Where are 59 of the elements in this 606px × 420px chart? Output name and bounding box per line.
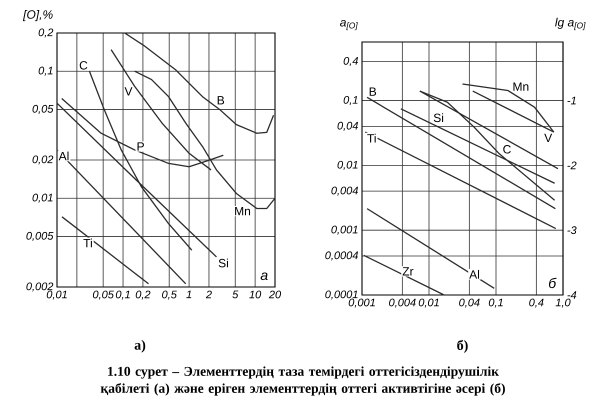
y-axis-title: [O],% bbox=[22, 10, 53, 22]
annotation: а bbox=[260, 272, 268, 280]
series-label: Ti bbox=[367, 134, 376, 142]
x-tick-label: 2 bbox=[206, 290, 212, 298]
x-tick-label: 0,5 bbox=[162, 290, 177, 300]
x-tick-label: 0,1 bbox=[116, 290, 130, 300]
y-tick-label: 0,04 bbox=[338, 122, 358, 131]
y-axis-title: a$_{[O]}$ bbox=[340, 20, 358, 30]
x-tick-label: 0,4 bbox=[529, 298, 544, 308]
series-label: B bbox=[370, 87, 376, 96]
y-tick-label: 0,02 bbox=[32, 155, 54, 165]
y-tick-label: 0,4 bbox=[344, 56, 358, 66]
series-label: P bbox=[138, 142, 144, 151]
x-tick-label: 1,0 bbox=[556, 298, 571, 308]
series-label: B bbox=[218, 96, 224, 104]
x-tick-label: 5 bbox=[232, 290, 238, 298]
y-tick-label: 0,0004 bbox=[325, 251, 358, 261]
y-tick-label: 0,0001 bbox=[325, 290, 358, 300]
series-label: Si bbox=[218, 258, 228, 268]
y2-tick-label: -2 bbox=[567, 162, 576, 170]
y-tick-label: 0,001 bbox=[331, 226, 358, 235]
series-label: V bbox=[124, 87, 132, 96]
y2-tick-label: -1 bbox=[567, 96, 576, 104]
series-label: Mn bbox=[513, 82, 528, 91]
y2-axis-title: lg a$_{[O]}$ bbox=[555, 18, 586, 30]
x-tick-label: 0,04 bbox=[459, 298, 480, 308]
x-tick-label: 1 bbox=[186, 290, 192, 298]
y-tick-label: 0,01 bbox=[32, 194, 52, 203]
series-label: Mn bbox=[235, 206, 250, 216]
text: а) bbox=[134, 340, 146, 353]
series-label: Al bbox=[469, 270, 480, 279]
y-tick-label: 0,1 bbox=[38, 66, 52, 76]
y-tick-label: 0,05 bbox=[32, 104, 54, 114]
x-tick-label: 0,05 bbox=[92, 290, 114, 300]
y-tick-label: 0,2 bbox=[38, 28, 54, 38]
x-tick-label: 0,2 bbox=[136, 290, 150, 300]
y-tick-label: 0,1 bbox=[344, 96, 358, 106]
series-label: V bbox=[544, 134, 552, 142]
x-tick-label: 20 bbox=[268, 290, 282, 298]
series-label: Zr bbox=[402, 267, 414, 276]
y-tick-label: 0,01 bbox=[338, 160, 358, 170]
x-tick-label: 0,01 bbox=[418, 298, 439, 308]
series-label: Al bbox=[58, 152, 69, 160]
x-tick-label: 0,004 bbox=[389, 298, 416, 308]
y2-tick-label: -3 bbox=[567, 226, 577, 234]
x-tick-label: 0,01 bbox=[46, 290, 67, 300]
x-tick-label: 0,1 bbox=[488, 298, 503, 308]
y-tick-label: 0,002 bbox=[26, 282, 54, 292]
y-tick-label: 0,005 bbox=[26, 232, 54, 241]
y2-tick-label: -4 bbox=[567, 291, 576, 299]
annotation: б bbox=[548, 278, 557, 288]
series-label: C bbox=[80, 61, 88, 70]
series-label: C bbox=[503, 145, 511, 154]
x-tick-label: 10 bbox=[249, 290, 262, 298]
series-label: Si bbox=[434, 113, 444, 122]
text: 1.10 сурет – Элементтердің таза темірдегі оттегісіздендірушілік қабілеті (а) және еріген элементтердің оттегі активтігіне әсері (б) bbox=[100, 366, 505, 396]
text: б) bbox=[457, 340, 468, 353]
series-label: Ti bbox=[83, 238, 92, 248]
y-tick-label: 0,004 bbox=[331, 186, 358, 196]
